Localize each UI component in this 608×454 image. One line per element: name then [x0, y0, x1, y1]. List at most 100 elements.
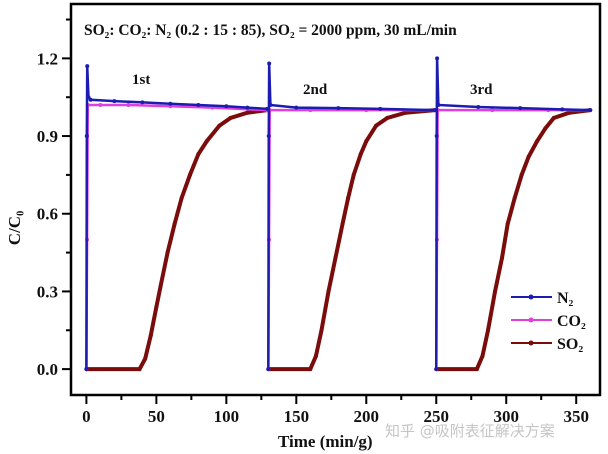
co2-point — [490, 108, 495, 113]
n2-point — [266, 367, 271, 372]
legend-so2-marker — [528, 340, 534, 346]
n2-point — [268, 102, 273, 107]
legend-n2-marker — [528, 294, 534, 300]
so2-point — [526, 154, 531, 159]
n2-point — [224, 104, 229, 109]
so2-point — [245, 110, 250, 115]
so2-point — [543, 126, 548, 131]
co2-line-cycle-3 — [435, 108, 591, 370]
so2-point — [340, 222, 345, 227]
n2-point — [435, 56, 440, 61]
legend-so2-label: SO₂ — [557, 336, 583, 353]
plot-frame — [69, 2, 602, 397]
so2-point — [319, 328, 324, 333]
x-axis-label: Time (min/g) — [278, 432, 373, 451]
n2-point — [436, 102, 441, 107]
legend: N₂ CO₂ SO₂ — [511, 290, 586, 353]
so2-point — [148, 333, 153, 338]
legend-co2-label: CO₂ — [557, 313, 586, 330]
so2-point — [374, 123, 379, 128]
so2-point — [346, 196, 351, 201]
n2-point — [434, 367, 439, 372]
y-tick-label: 0.3 — [37, 282, 58, 301]
so2-point — [187, 172, 192, 177]
y-tick-label: 0.0 — [37, 360, 58, 379]
so2-point — [385, 115, 390, 120]
so2-point — [158, 284, 163, 289]
so2-point — [535, 139, 540, 144]
so2-line-cycle-2 — [268, 108, 436, 372]
x-tick-label: 100 — [214, 407, 240, 426]
n2-point — [336, 106, 341, 111]
so2-point — [500, 255, 505, 260]
x-tick-label: 150 — [284, 407, 310, 426]
so2-point — [154, 304, 159, 309]
so2-point — [172, 222, 177, 227]
co2-point — [308, 108, 313, 113]
so2-point — [333, 255, 338, 260]
so2-line-cycle-1 — [86, 108, 268, 372]
so2-point — [358, 152, 363, 157]
n2-point — [245, 105, 250, 110]
n2-line-cycle-3 — [435, 58, 591, 370]
x-tick-label: 0 — [82, 407, 91, 426]
so2-line-cycle-3 — [436, 108, 591, 372]
so2-point — [228, 115, 233, 120]
y-tick-label: 0.9 — [37, 127, 58, 146]
y-tick-label: 1.2 — [37, 49, 58, 68]
n2-point — [476, 105, 481, 110]
n2-point — [434, 134, 439, 139]
so2-point — [403, 110, 408, 115]
n2-point — [196, 102, 201, 107]
y-tick-label: 0.6 — [37, 205, 58, 224]
so2-point — [474, 367, 479, 372]
n2-point — [266, 134, 271, 139]
so2-point — [551, 115, 556, 120]
legend-co2-marker — [528, 317, 534, 323]
n2-point — [267, 61, 272, 66]
so2-point — [505, 222, 510, 227]
cycle-label-3: 3rd — [470, 82, 493, 98]
so2-point — [486, 328, 491, 333]
n2-point — [294, 105, 299, 110]
so2-point — [308, 367, 313, 372]
so2-point — [217, 123, 222, 128]
co2-point — [98, 102, 103, 107]
so2-point — [567, 110, 572, 115]
so2-point — [364, 139, 369, 144]
co2-line-cycle-1 — [85, 103, 267, 370]
n2-point — [518, 106, 523, 111]
so2-point — [196, 152, 201, 157]
x-tick-label: 350 — [563, 407, 589, 426]
so2-point — [313, 354, 318, 359]
co2-line-cycle-2 — [267, 108, 435, 370]
co2-point — [126, 102, 131, 107]
n2-point — [85, 64, 90, 69]
so2-point — [179, 196, 184, 201]
chart-title: SO₂: CO₂: N₂ (0.2 : 15 : 85), SO₂ = 2000… — [84, 22, 457, 39]
watermark: 知乎 @吸附表征解决方案 — [385, 422, 555, 440]
x-tick-label: 200 — [354, 407, 380, 426]
legend-n2-label: N₂ — [557, 290, 574, 307]
n2-point — [560, 107, 565, 112]
so2-point — [519, 172, 524, 177]
so2-point — [137, 367, 142, 372]
so2-point — [204, 139, 209, 144]
n2-point — [88, 97, 93, 102]
x-tick-label: 250 — [424, 407, 450, 426]
cycle-label-2: 2nd — [303, 82, 328, 98]
so2-point — [512, 196, 517, 201]
n2-point — [112, 99, 117, 104]
so2-point — [493, 289, 498, 294]
n2-point — [84, 134, 89, 139]
n2-point — [588, 108, 593, 113]
n2-point — [84, 367, 89, 372]
n2-point — [378, 106, 383, 111]
so2-point — [351, 172, 356, 177]
n2-point — [140, 100, 145, 105]
n2-line-cycle-1 — [85, 66, 268, 370]
so2-point — [143, 356, 148, 361]
x-tick-label: 50 — [148, 407, 165, 426]
so2-point — [165, 250, 170, 255]
